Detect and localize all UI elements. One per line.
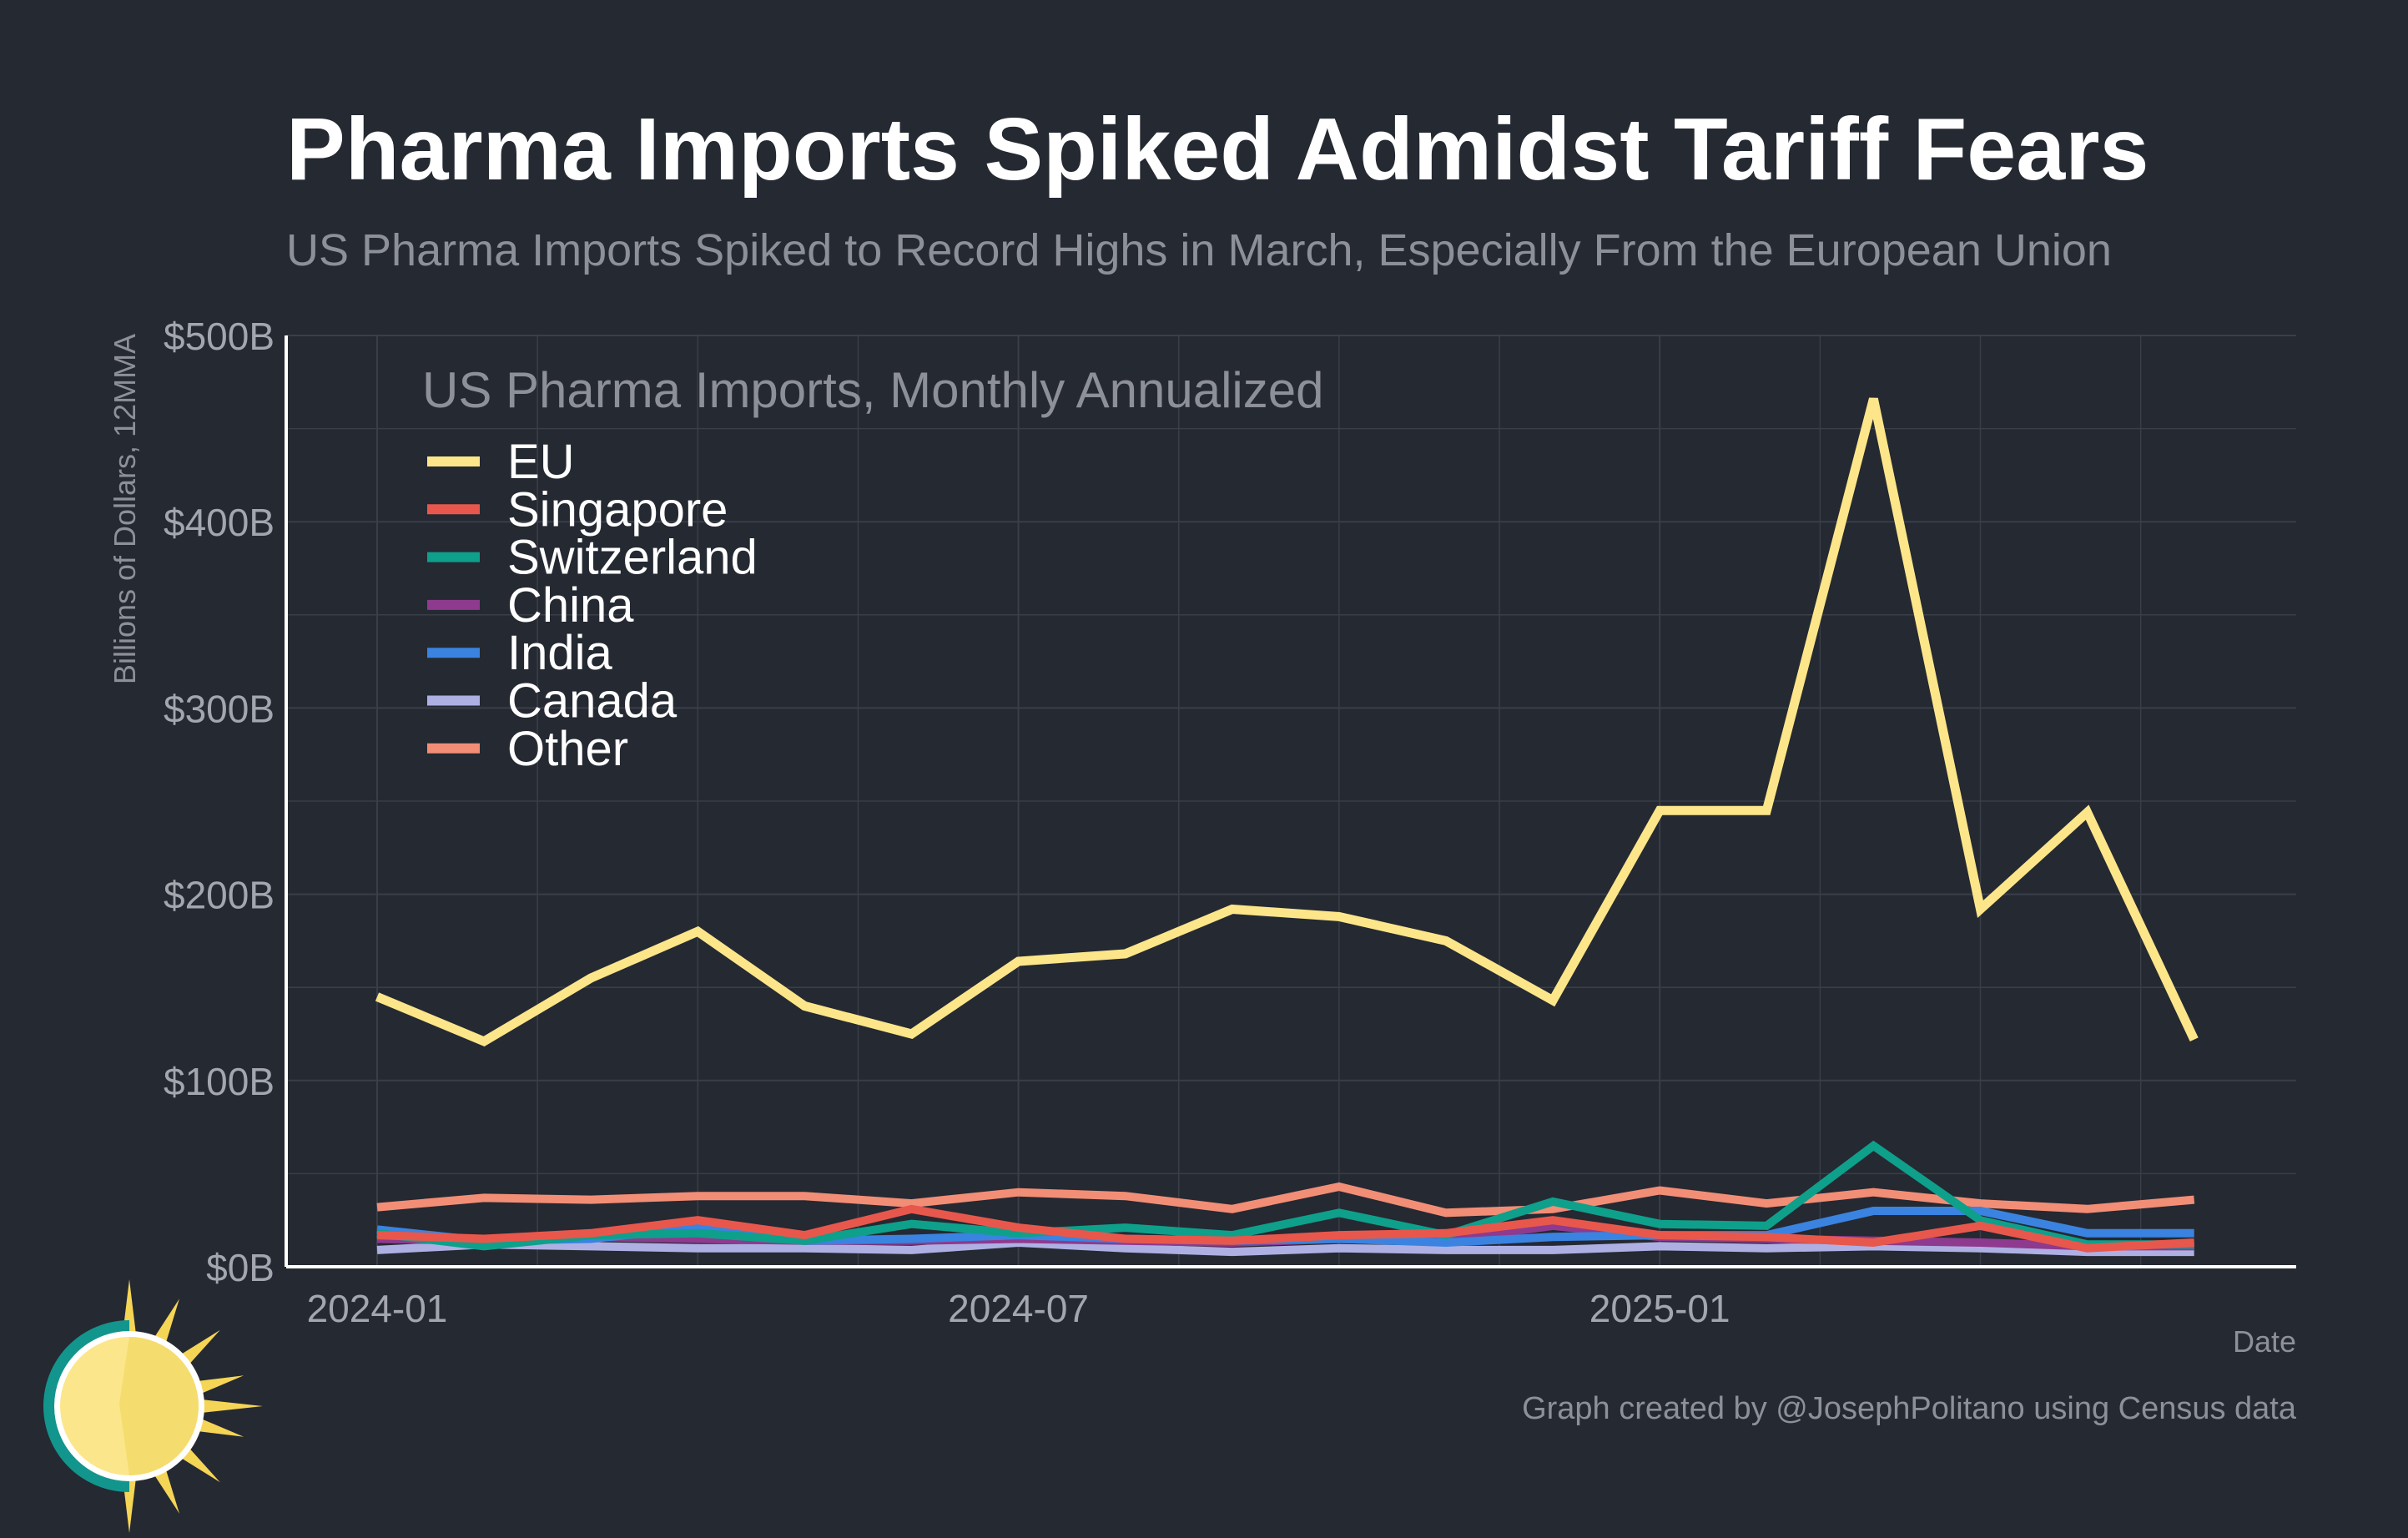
sun-rays-icon: [122, 1279, 263, 1533]
axes: [285, 335, 2296, 1268]
chart-subtitle: US Pharma Imports Spiked to Record Highs…: [286, 225, 2112, 275]
series-line-singapore: [376, 1204, 2194, 1253]
series-line-other: [376, 1182, 2195, 1218]
logo-sun-shade: [119, 1337, 199, 1475]
legend-label-canada: Canada: [507, 674, 678, 729]
x-tick-label: 2025-01: [1589, 1287, 1730, 1330]
legend: EUSingaporeSwitzerlandChinaIndiaCanadaOt…: [427, 435, 758, 776]
legend-title: US Pharma Imports, Monthly Annualized: [422, 362, 1324, 418]
x-axis-title: Date: [2233, 1324, 2296, 1359]
series-line-eu: [375, 397, 2199, 1047]
credit-text: Graph created by @JosephPolitano using C…: [1522, 1391, 2297, 1426]
legend-label-china: China: [507, 578, 634, 633]
x-tick-label: 2024-01: [307, 1287, 448, 1330]
y-tick-label: $200B: [164, 874, 275, 917]
x-tick-label: 2024-07: [948, 1287, 1089, 1330]
y-tick-label: $100B: [164, 1060, 275, 1103]
sun-ray: [195, 1399, 263, 1414]
y-axis-title: Billions of Dollars, 12MMA: [108, 334, 142, 684]
legend-label-switzerland: Switzerland: [507, 531, 758, 585]
logo-teal-arc: [43, 1320, 129, 1492]
x-axis-ticks: 2024-01 2024-07 2025-01: [307, 1287, 1730, 1330]
y-tick-label: $500B: [164, 315, 275, 358]
grid-lines: [286, 335, 2296, 1268]
y-axis-ticks: $0B $100B $200B $300B $400B $500B: [164, 315, 275, 1289]
sun-logo-icon: [43, 1279, 263, 1533]
sun-ray: [191, 1416, 244, 1437]
legend-label-other: Other: [507, 722, 628, 776]
series-line-canada: [376, 1238, 2194, 1257]
legend-label-india: India: [507, 626, 613, 680]
chart-title: Pharma Imports Spiked Admidst Tariff Fea…: [286, 100, 2149, 199]
series-line-switzerland: [376, 1140, 2194, 1251]
sun-ray: [150, 1298, 180, 1349]
sun-ray: [150, 1463, 180, 1514]
series-lines: [375, 397, 2199, 1257]
y-tick-label: $0B: [206, 1246, 275, 1289]
y-tick-label: $400B: [164, 501, 275, 544]
sun-ray: [191, 1375, 244, 1396]
legend-label-eu: EU: [507, 435, 575, 489]
y-tick-label: $300B: [164, 687, 275, 730]
legend-label-singapore: Singapore: [507, 482, 728, 537]
